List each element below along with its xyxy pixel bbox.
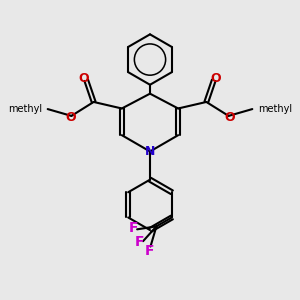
- Text: N: N: [145, 145, 155, 158]
- Text: methyl: methyl: [8, 104, 42, 114]
- Text: F: F: [134, 235, 144, 249]
- Text: O: O: [65, 111, 76, 124]
- Text: O: O: [211, 72, 221, 85]
- Text: O: O: [224, 111, 235, 124]
- Text: F: F: [128, 221, 138, 235]
- Text: methyl: methyl: [258, 104, 292, 114]
- Text: O: O: [79, 72, 89, 85]
- Text: F: F: [145, 244, 154, 258]
